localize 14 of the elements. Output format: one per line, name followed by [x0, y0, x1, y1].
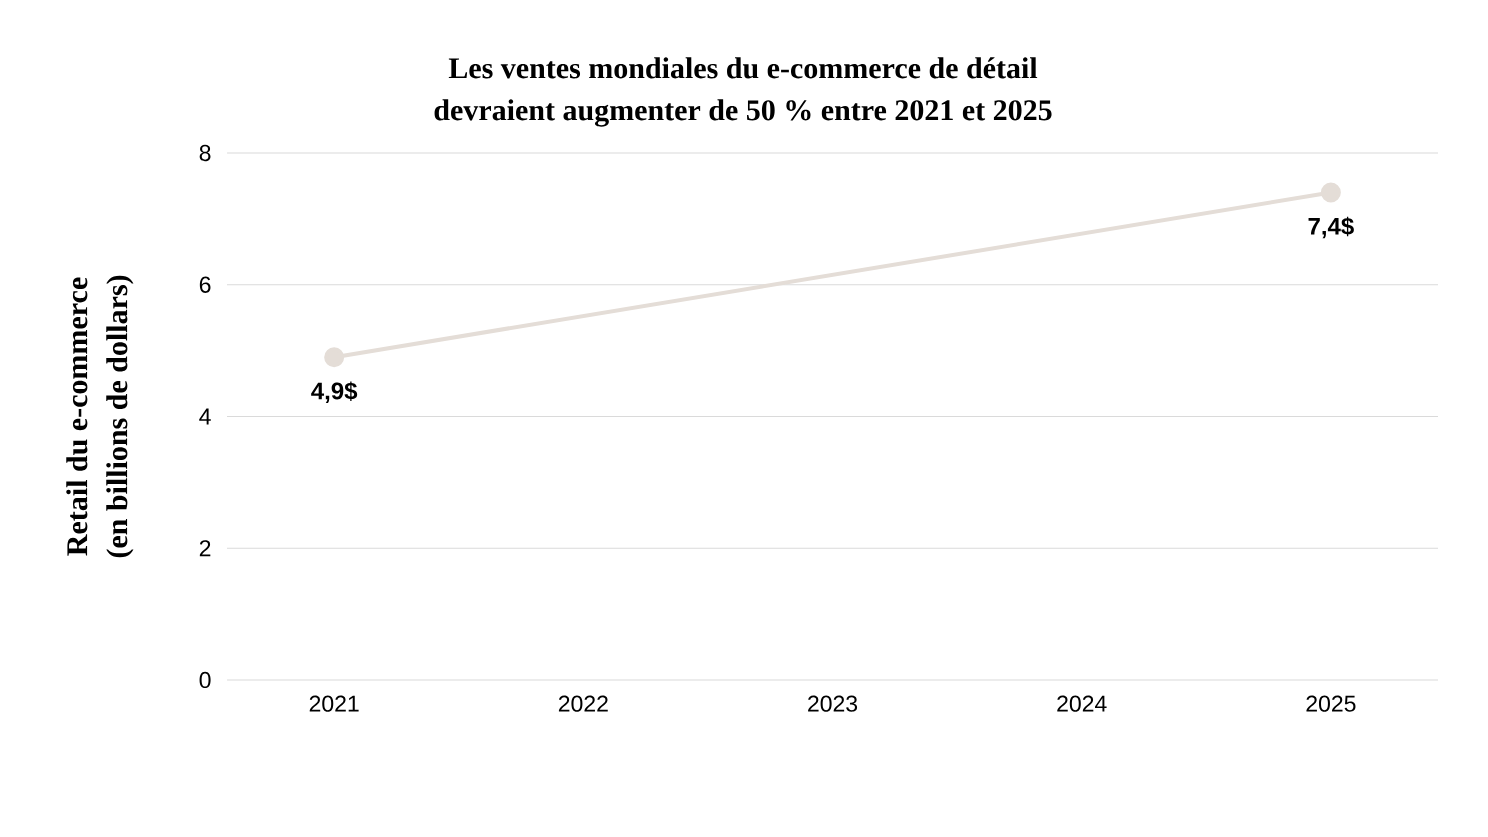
- y-axis-title: Retail du e-commerce (en billions de dollars): [66, 275, 134, 558]
- y-tick-label: 8: [199, 144, 211, 162]
- data-label: 4,9$: [311, 381, 358, 403]
- x-tick-label: 2023: [808, 695, 858, 712]
- x-tick-label: 2024: [1057, 695, 1107, 712]
- y-tick-label: 2: [199, 540, 211, 557]
- data-label: 7,4$: [1308, 216, 1354, 239]
- y-tick-label: 6: [199, 276, 211, 293]
- chart-title: Les ventes mondiales du e-commerce de détail devraient augmenter de 50 % entre 2021 et 2025: [434, 57, 1052, 127]
- x-tick-label: 2021: [309, 695, 359, 712]
- y-tick-label: 0: [199, 671, 211, 689]
- x-tick-label: 2025: [1306, 695, 1356, 712]
- x-tick-label: 2022: [558, 695, 608, 712]
- y-tick-label: 4: [199, 408, 211, 425]
